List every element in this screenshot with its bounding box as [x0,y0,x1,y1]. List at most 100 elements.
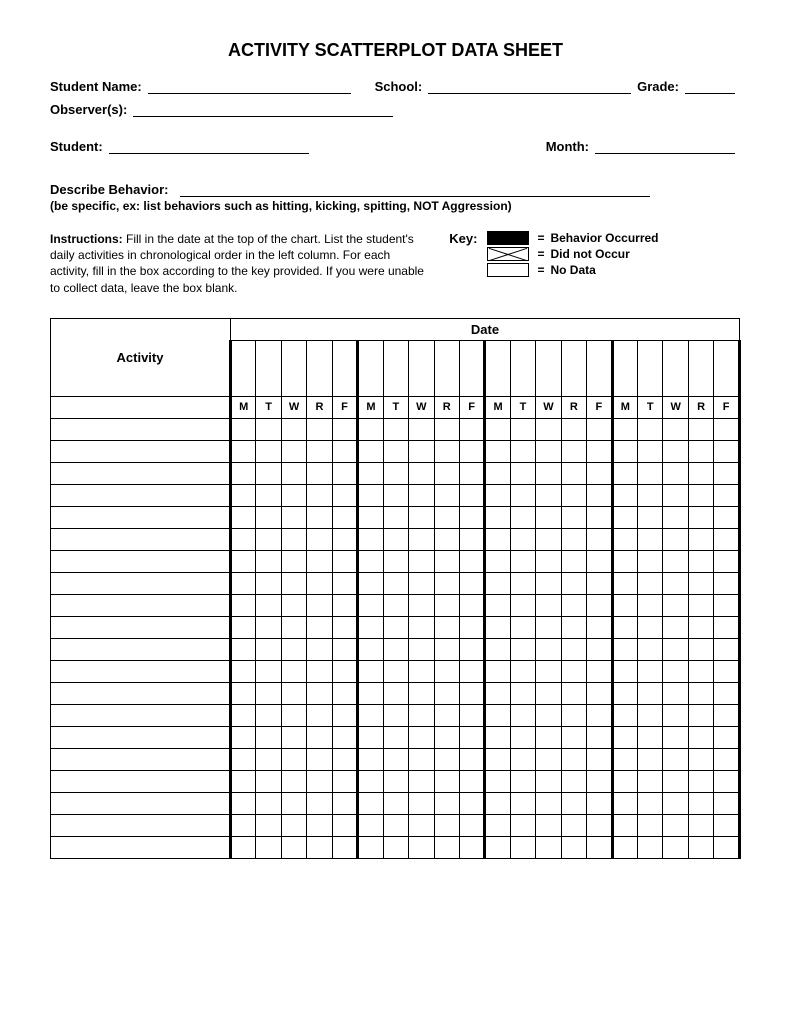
data-cell[interactable] [307,704,332,726]
data-cell[interactable] [510,550,535,572]
data-cell[interactable] [688,638,713,660]
data-cell[interactable] [332,550,357,572]
data-cell[interactable] [434,814,459,836]
data-cell[interactable] [459,814,484,836]
data-cell[interactable] [536,572,561,594]
data-cell[interactable] [561,748,586,770]
date-cell[interactable] [638,340,663,396]
data-cell[interactable] [536,704,561,726]
data-cell[interactable] [688,792,713,814]
data-cell[interactable] [561,836,586,858]
data-cell[interactable] [587,814,612,836]
data-cell[interactable] [383,506,408,528]
data-cell[interactable] [663,440,688,462]
data-cell[interactable] [536,770,561,792]
data-cell[interactable] [231,616,256,638]
data-cell[interactable] [638,594,663,616]
data-cell[interactable] [612,550,637,572]
data-cell[interactable] [358,506,383,528]
data-cell[interactable] [663,770,688,792]
data-cell[interactable] [688,506,713,528]
activity-cell[interactable] [51,418,231,440]
data-cell[interactable] [638,814,663,836]
data-cell[interactable] [409,528,434,550]
data-cell[interactable] [714,594,740,616]
data-cell[interactable] [307,550,332,572]
data-cell[interactable] [663,418,688,440]
data-cell[interactable] [561,462,586,484]
data-cell[interactable] [434,418,459,440]
data-cell[interactable] [638,462,663,484]
data-cell[interactable] [383,418,408,440]
data-cell[interactable] [332,726,357,748]
data-cell[interactable] [307,660,332,682]
data-cell[interactable] [485,528,510,550]
data-cell[interactable] [714,572,740,594]
data-cell[interactable] [231,814,256,836]
data-cell[interactable] [256,550,281,572]
data-cell[interactable] [688,418,713,440]
data-cell[interactable] [688,814,713,836]
data-cell[interactable] [612,572,637,594]
data-cell[interactable] [510,418,535,440]
data-cell[interactable] [332,660,357,682]
data-cell[interactable] [612,836,637,858]
data-cell[interactable] [688,550,713,572]
data-cell[interactable] [485,726,510,748]
data-cell[interactable] [383,660,408,682]
behavior-field[interactable] [180,185,650,197]
data-cell[interactable] [459,616,484,638]
data-cell[interactable] [358,792,383,814]
data-cell[interactable] [638,836,663,858]
data-cell[interactable] [561,440,586,462]
date-cell[interactable] [383,340,408,396]
data-cell[interactable] [332,594,357,616]
data-cell[interactable] [510,506,535,528]
data-cell[interactable] [358,704,383,726]
data-cell[interactable] [383,748,408,770]
data-cell[interactable] [714,484,740,506]
data-cell[interactable] [459,836,484,858]
data-cell[interactable] [383,770,408,792]
data-cell[interactable] [459,572,484,594]
activity-cell[interactable] [51,528,231,550]
data-cell[interactable] [688,660,713,682]
data-cell[interactable] [307,616,332,638]
data-cell[interactable] [536,748,561,770]
data-cell[interactable] [561,726,586,748]
date-cell[interactable] [332,340,357,396]
data-cell[interactable] [434,726,459,748]
data-cell[interactable] [536,462,561,484]
data-cell[interactable] [409,594,434,616]
activity-cell[interactable] [51,770,231,792]
data-cell[interactable] [256,418,281,440]
data-cell[interactable] [561,550,586,572]
data-cell[interactable] [409,616,434,638]
data-cell[interactable] [358,814,383,836]
data-cell[interactable] [485,462,510,484]
data-cell[interactable] [307,506,332,528]
data-cell[interactable] [434,550,459,572]
data-cell[interactable] [612,506,637,528]
data-cell[interactable] [434,770,459,792]
data-cell[interactable] [358,550,383,572]
data-cell[interactable] [688,682,713,704]
data-cell[interactable] [256,484,281,506]
data-cell[interactable] [332,484,357,506]
data-cell[interactable] [307,814,332,836]
activity-cell[interactable] [51,594,231,616]
data-cell[interactable] [256,704,281,726]
data-cell[interactable] [231,418,256,440]
data-cell[interactable] [510,726,535,748]
data-cell[interactable] [612,704,637,726]
data-cell[interactable] [231,726,256,748]
data-cell[interactable] [587,638,612,660]
data-cell[interactable] [612,660,637,682]
data-cell[interactable] [383,836,408,858]
data-cell[interactable] [358,616,383,638]
data-cell[interactable] [663,814,688,836]
date-cell[interactable] [409,340,434,396]
data-cell[interactable] [231,572,256,594]
data-cell[interactable] [612,748,637,770]
data-cell[interactable] [536,440,561,462]
